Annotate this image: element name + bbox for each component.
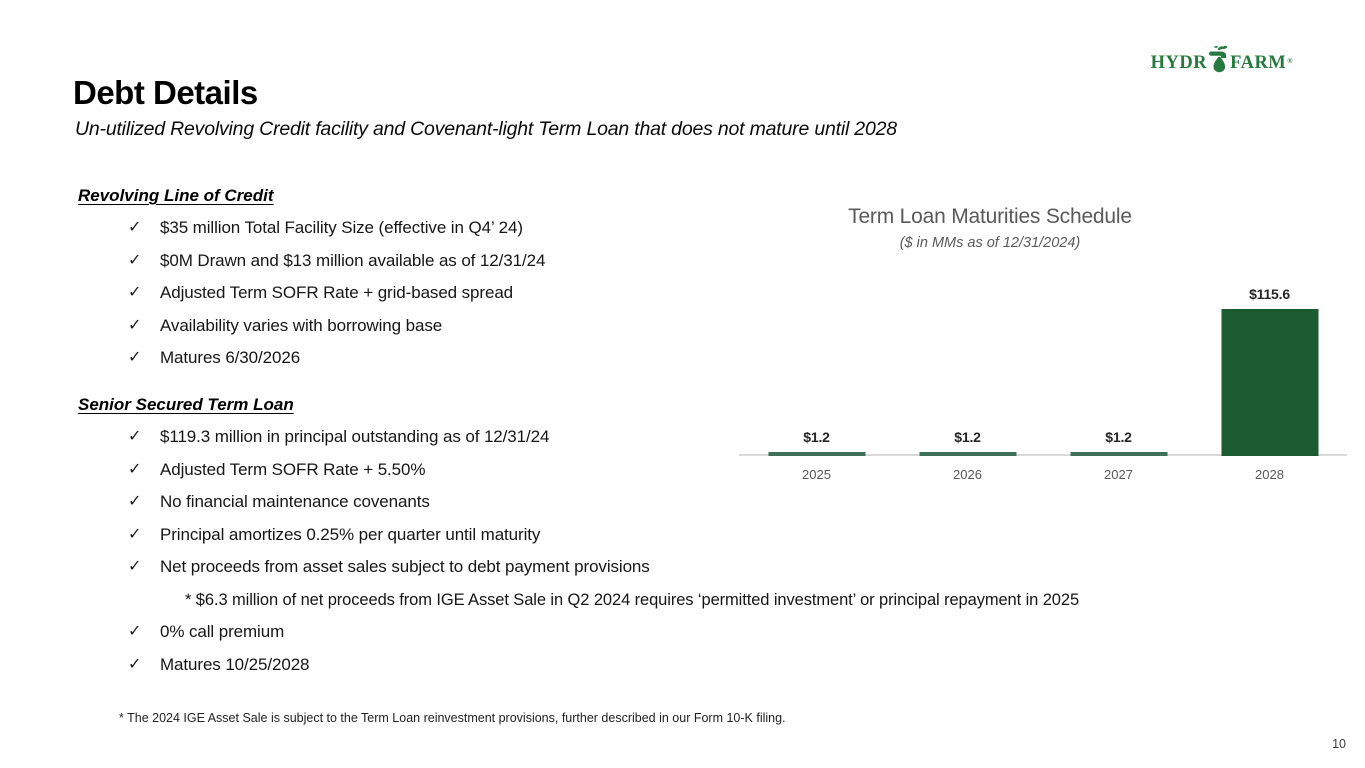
section-heading: Revolving Line of Credit: [78, 186, 274, 205]
bullet-item: ✓ $119.3 million in principal outstanding…: [78, 428, 1278, 446]
page-number: 10: [1332, 737, 1346, 751]
checkmark-icon: ✓: [128, 655, 142, 673]
bar-slot-2027: $1.2 2027: [1043, 270, 1194, 482]
bullet-text: $119.3 million in principal outstanding …: [160, 427, 550, 446]
footnote: * The 2024 IGE Asset Sale is subject to …: [119, 711, 786, 725]
bullet-item: ✓ Availability varies with borrowing base: [78, 315, 1278, 335]
bullet-item: ✓ No financial maintenance covenants: [78, 493, 1278, 511]
bullet-text: Adjusted Term SOFR Rate + 5.50%: [160, 459, 426, 479]
x-axis-tick-label: 2025: [802, 467, 831, 482]
bullet-text: $0M Drawn and $13 million available as o…: [160, 250, 546, 270]
checkmark-icon: ✓: [128, 558, 142, 575]
bar-2028: [1221, 309, 1318, 456]
checkmark-icon: ✓: [128, 493, 142, 510]
bullet-text: Net proceeds from asset sales subject to…: [160, 557, 650, 576]
checkmark-icon: ✓: [128, 349, 142, 366]
bar-data-label: $1.2: [954, 428, 981, 445]
x-axis-tick-label: 2026: [953, 467, 982, 482]
logo-text-right: FARM: [1230, 53, 1287, 73]
checkmark-icon: ✓: [128, 284, 142, 301]
checkmark-icon: ✓: [128, 428, 142, 445]
page-title: Debt Details: [73, 74, 258, 111]
bar-2025: [768, 451, 865, 456]
bullet-text: Adjusted Term SOFR Rate + grid-based spr…: [160, 283, 514, 302]
section-heading: Senior Secured Term Loan: [78, 395, 294, 414]
bullet-text: $35 million Total Facility Size (effecti…: [160, 218, 523, 237]
bar-data-label: $115.6: [1249, 286, 1290, 302]
checkmark-icon: ✓: [128, 623, 142, 640]
logo-text-left: HYDR: [1150, 53, 1208, 73]
bullet-text: Principal amortizes 0.25% per quarter un…: [160, 524, 541, 544]
bar-data-label: $1.2: [803, 428, 830, 445]
bullet-item: ✓ Adjusted Term SOFR Rate + 5.50%: [78, 459, 1278, 479]
bullet-list: ✓ $119.3 million in principal outstanding…: [78, 428, 1278, 674]
chart-title: Term Loan Maturities Schedule: [848, 205, 1132, 228]
bullet-item: ✓ Adjusted Term SOFR Rate + grid-based sp…: [78, 284, 1278, 302]
checkmark-icon: ✓: [128, 251, 142, 269]
bar-slot-2026: $1.2 2026: [892, 270, 1043, 482]
checkmark-icon: ✓: [128, 525, 142, 543]
sub-bullet-note: * $6.3 million of net proceeds from IGE …: [185, 590, 1080, 609]
x-axis-tick-label: 2028: [1255, 467, 1284, 482]
bar-slot-2028: $115.6 2028: [1194, 270, 1345, 482]
bullet-item: ✓ Matures 10/25/2028: [78, 654, 1278, 674]
bullet-text: Matures 10/25/2028: [160, 654, 310, 674]
bullet-item: ✓ $0M Drawn and $13 million available as …: [78, 250, 1278, 270]
bullet-text: 0% call premium: [160, 622, 285, 641]
x-axis-line: [739, 454, 1347, 456]
bullet-item: ✓ Net proceeds from asset sales subject t…: [78, 558, 1278, 609]
x-axis-tick-label: 2027: [1104, 467, 1133, 482]
bar-2026: [919, 451, 1016, 456]
bullet-item: ✓ Matures 6/30/2026: [78, 349, 1278, 367]
bar-2027: [1070, 451, 1167, 456]
bullet-list: ✓ $35 million Total Facility Size (effect…: [78, 219, 1278, 367]
chart-title-block: Term Loan Maturities Schedule ($ in MMs …: [640, 205, 1340, 251]
checkmark-icon: ✓: [128, 460, 142, 478]
bar-data-label: $1.2: [1105, 428, 1132, 445]
bullet-text: Availability varies with borrowing base: [160, 315, 443, 335]
hydrofarm-logo: HYDR FARM ®: [1151, 38, 1293, 74]
term-loan-maturities-chart: $1.2 2025 $1.2 2026 $1.2 2027 $115.6 2028: [739, 270, 1347, 482]
bar-slot-2025: $1.2 2025: [741, 270, 892, 482]
checkmark-icon: ✓: [128, 316, 142, 334]
bullet-item: ✓ Principal amortizes 0.25% per quarter u…: [78, 524, 1278, 544]
chart-subtitle: ($ in MMs as of 12/31/2024): [899, 235, 1081, 251]
checkmark-icon: ✓: [128, 219, 142, 236]
bullet-text: No financial maintenance covenants: [160, 492, 430, 511]
bullet-text: Matures 6/30/2026: [160, 348, 301, 367]
bullet-item: ✓ $35 million Total Facility Size (effect…: [78, 219, 1278, 237]
page-subtitle: Un-utilized Revolving Credit facility an…: [75, 118, 897, 140]
bullet-item: ✓ 0% call premium: [78, 623, 1278, 641]
debt-sections: Revolving Line of Credit ✓ $35 million Tot…: [78, 186, 1278, 688]
registered-trademark: ®: [1287, 57, 1293, 65]
faucet-drop-icon: [1209, 45, 1228, 73]
